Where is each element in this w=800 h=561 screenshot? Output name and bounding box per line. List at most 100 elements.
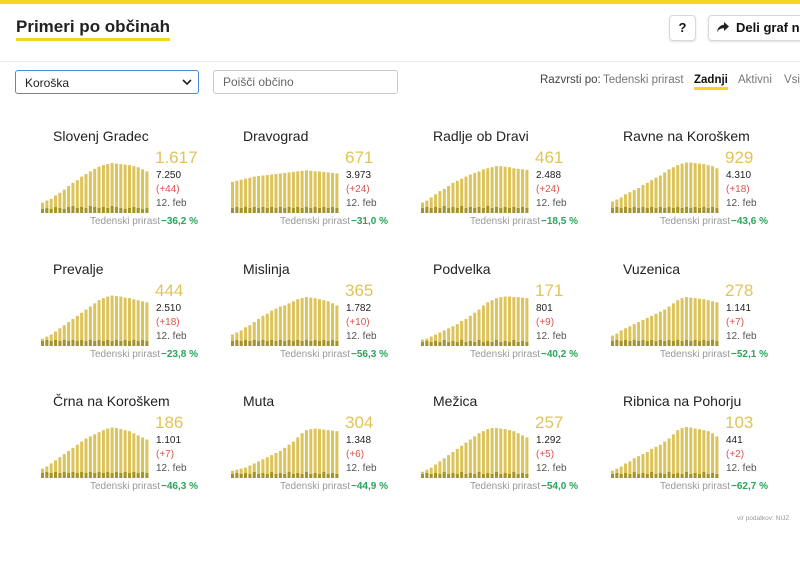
chart-bar-new bbox=[313, 473, 317, 478]
chart-bar-new bbox=[693, 207, 697, 213]
chart-bar-new bbox=[331, 340, 335, 346]
chart-bar-new bbox=[123, 340, 127, 346]
chart-bar bbox=[101, 430, 105, 478]
chart-bar-new bbox=[132, 340, 136, 346]
chart-bar bbox=[62, 325, 66, 346]
sort-option-all[interactable]: Vsi bbox=[784, 74, 800, 86]
share-button[interactable]: Deli graf na bbox=[708, 15, 800, 41]
chart-bar-new bbox=[715, 474, 719, 478]
chart-bar bbox=[41, 202, 44, 213]
sort-option-active[interactable]: Aktivni bbox=[738, 74, 772, 86]
chart-bar-new bbox=[58, 208, 62, 213]
chart-bar bbox=[58, 457, 62, 478]
chart-bar-new bbox=[101, 207, 105, 213]
chart-bar bbox=[119, 164, 123, 213]
municipality-name: Dravograd bbox=[243, 128, 309, 144]
help-button[interactable]: ? bbox=[669, 15, 696, 41]
municipality-card[interactable]: Mislinja 365 1.782 (+10) 12. feb Tedenski pri… bbox=[231, 261, 423, 381]
search-municipality-input[interactable] bbox=[213, 70, 398, 94]
municipality-card[interactable]: Muta 304 1.348 (+6) 12. feb Tedenski prirast −… bbox=[231, 393, 423, 513]
chart-bar bbox=[650, 315, 654, 346]
municipality-card[interactable]: Vuzenica 278 1.141 (+7) 12. feb Tedenski prir… bbox=[611, 261, 800, 381]
chart-bar-new bbox=[611, 341, 614, 346]
chart-bar-new bbox=[490, 474, 494, 478]
chart-bar-new bbox=[231, 208, 234, 213]
cases-bar-chart bbox=[611, 297, 719, 346]
municipality-card[interactable]: Slovenj Gradec 1.617 7.250 (+44) 12. feb Tede… bbox=[41, 128, 233, 248]
region-select[interactable]: Koroška bbox=[15, 70, 199, 94]
chart-bar bbox=[326, 301, 330, 346]
chart-bar bbox=[318, 299, 321, 346]
chart-bar-new bbox=[45, 208, 49, 213]
chart-bar bbox=[278, 306, 282, 346]
weekly-growth-label: Tedenski prirast bbox=[90, 481, 161, 492]
municipality-name: Črna na Koroškem bbox=[53, 393, 170, 409]
chart-bar bbox=[326, 172, 330, 213]
chart-bar bbox=[615, 333, 619, 346]
chart-bar bbox=[274, 174, 278, 213]
chart-bar-new bbox=[434, 207, 438, 213]
sort-option-weekly-growth[interactable]: Tedenski prirast bbox=[603, 74, 684, 86]
active-cases-value: 171 bbox=[535, 281, 564, 300]
chart-bar bbox=[468, 315, 472, 346]
chart-bar-new bbox=[296, 473, 300, 478]
chart-bar bbox=[611, 201, 614, 213]
chart-bar-new bbox=[460, 340, 464, 346]
chart-bar-new bbox=[265, 341, 269, 346]
chart-bar-new bbox=[425, 341, 429, 346]
chart-bar-new bbox=[274, 208, 278, 213]
chart-bar-new bbox=[80, 472, 84, 478]
chart-bar-new bbox=[132, 207, 136, 213]
chart-bar-new bbox=[235, 340, 239, 346]
chart-bar bbox=[632, 324, 636, 346]
chart-bar bbox=[637, 322, 641, 346]
chart-bar-new bbox=[145, 473, 149, 478]
chart-bar-new bbox=[477, 207, 481, 213]
chart-bar-new bbox=[468, 341, 472, 346]
chart-bar-new bbox=[71, 340, 75, 346]
chart-bar bbox=[525, 169, 529, 213]
chart-bar-new bbox=[304, 207, 308, 213]
cases-bar-chart bbox=[41, 427, 149, 478]
total-cases-value: 1.101 bbox=[156, 435, 182, 446]
chart-bar-new bbox=[84, 208, 88, 213]
chart-bar-new bbox=[486, 341, 490, 346]
municipality-card[interactable]: Mežica 257 1.292 (+5) 12. feb Tedenski priras… bbox=[421, 393, 613, 513]
chart-bar-new bbox=[715, 208, 719, 213]
chart-bar-new bbox=[711, 473, 715, 478]
active-cases-value: 1.617 bbox=[155, 148, 198, 167]
municipality-card[interactable]: Črna na Koroškem 186 1.101 (+7) 12. feb Teden… bbox=[41, 393, 233, 513]
chart-bar bbox=[503, 296, 507, 346]
chart-bar bbox=[309, 170, 313, 213]
chart-bar bbox=[313, 171, 317, 213]
chart-bar-new bbox=[637, 474, 641, 478]
chart-bar-new bbox=[658, 207, 662, 213]
municipality-card[interactable]: Podvelka 171 801 (+9) 12. feb Tedenski priras… bbox=[421, 261, 613, 381]
chart-bar bbox=[477, 433, 481, 478]
chart-bar-new bbox=[41, 473, 44, 478]
chart-bar bbox=[67, 322, 71, 346]
chart-bar bbox=[136, 300, 140, 346]
chart-bar-new bbox=[67, 341, 71, 346]
chart-bar-new bbox=[123, 209, 127, 213]
municipality-card[interactable]: Dravograd 671 3.973 (+24) 12. feb Tedenski pr… bbox=[231, 128, 423, 248]
daily-change-value: (+2) bbox=[726, 449, 745, 460]
chart-bar-new bbox=[331, 473, 335, 478]
chart-bar bbox=[49, 198, 53, 213]
daily-change-value: (+7) bbox=[726, 317, 745, 328]
chart-bar-new bbox=[619, 208, 623, 213]
chart-bar bbox=[711, 433, 715, 478]
chart-bar-new bbox=[711, 207, 715, 213]
chart-bar bbox=[75, 180, 79, 213]
municipality-card[interactable]: Prevalje 444 2.510 (+18) 12. feb Tedenski pri… bbox=[41, 261, 233, 381]
cases-bar-chart bbox=[231, 428, 339, 478]
municipality-card[interactable]: Ribnica na Pohorju 103 441 (+2) 12. feb Teden… bbox=[611, 393, 800, 513]
municipality-card[interactable]: Radlje ob Dravi 461 2.488 (+24) 12. feb Teden… bbox=[421, 128, 613, 248]
sort-option-latest[interactable]: Zadnji bbox=[694, 74, 728, 90]
chart-bar-new bbox=[62, 340, 66, 346]
weekly-growth-label: Tedenski prirast bbox=[660, 481, 731, 492]
chart-bar-new bbox=[235, 473, 239, 478]
municipality-card[interactable]: Ravne na Koroškem 929 4.310 (+18) 12. feb Ted… bbox=[611, 128, 800, 248]
chart-bar-new bbox=[128, 341, 131, 346]
daily-change-value: (+9) bbox=[536, 317, 555, 328]
